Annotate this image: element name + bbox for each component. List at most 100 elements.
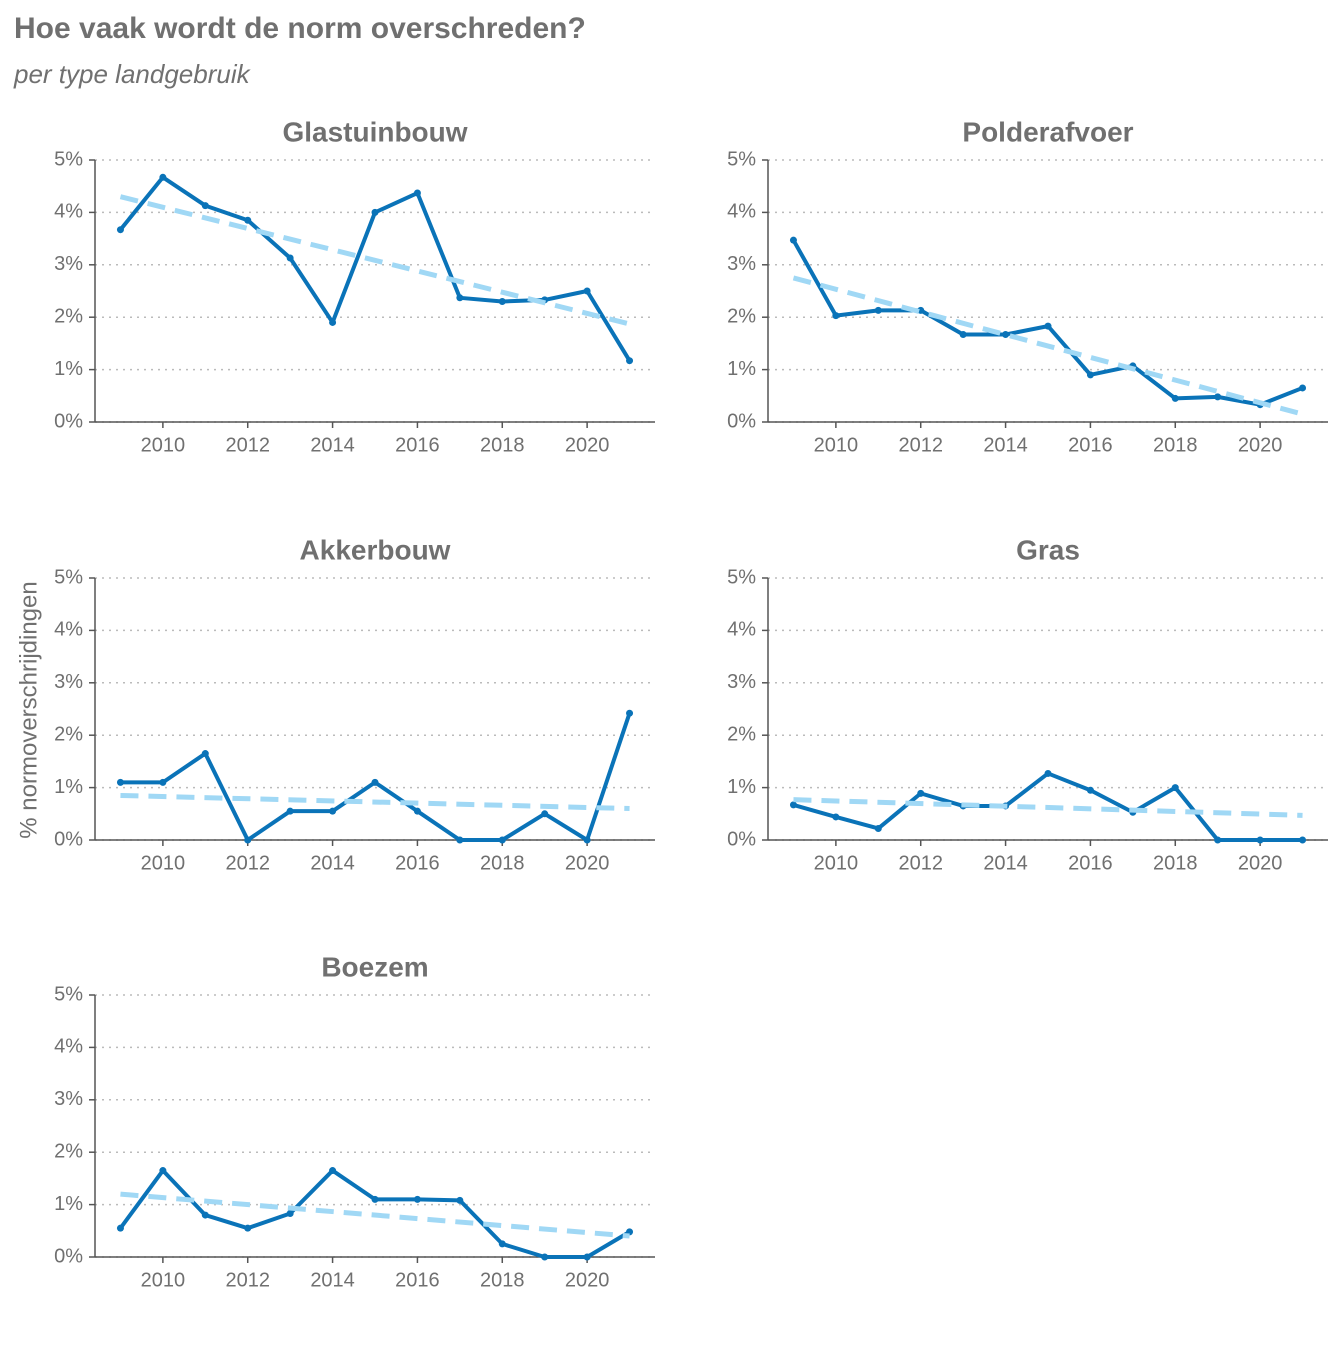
data-point — [244, 1224, 252, 1232]
data-point — [789, 236, 797, 244]
data-point — [159, 173, 167, 181]
data-point — [116, 778, 124, 786]
trend-line — [792, 275, 1304, 417]
x-tick-label: 2020 — [565, 1269, 610, 1291]
data-point — [498, 836, 506, 844]
data-point — [1086, 786, 1094, 794]
data-point — [286, 1210, 294, 1218]
data-point — [1256, 836, 1264, 844]
data-point — [159, 778, 167, 786]
data-point — [1044, 322, 1052, 330]
y-tick-label: 0% — [727, 410, 756, 432]
data-point — [201, 202, 209, 210]
y-tick-label: 2% — [54, 305, 83, 327]
data-point — [874, 306, 882, 314]
y-tick-label: 0% — [54, 828, 83, 850]
data-point — [456, 294, 464, 302]
trend-line — [120, 792, 630, 812]
x-tick-label: 2010 — [141, 852, 186, 874]
y-tick-label: 0% — [727, 828, 756, 850]
panel-title: Akkerbouw — [300, 534, 451, 565]
data-line — [120, 712, 632, 842]
x-tick-label: 2020 — [1238, 434, 1283, 456]
data-point — [286, 807, 294, 815]
page-subtitle: per type landgebruik — [13, 59, 252, 89]
y-tick-label: 5% — [54, 566, 83, 588]
y-tick-label: 1% — [727, 776, 756, 798]
data-point — [541, 810, 549, 818]
x-tick-label: 2014 — [310, 852, 355, 874]
data-point — [874, 824, 882, 832]
x-tick-label: 2018 — [1153, 434, 1198, 456]
data-point — [329, 318, 337, 326]
x-tick-label: 2014 — [983, 852, 1028, 874]
data-point — [116, 1224, 124, 1232]
trend-line — [793, 797, 1303, 818]
x-tick-label: 2014 — [983, 434, 1028, 456]
x-tick-label: 2020 — [1238, 852, 1283, 874]
data-point — [456, 836, 464, 844]
x-tick-label: 2018 — [480, 434, 525, 456]
data-point — [1171, 394, 1179, 402]
y-tick-label: 1% — [727, 358, 756, 380]
data-point — [583, 1253, 591, 1261]
data-point — [1044, 769, 1052, 777]
y-tick-label: 4% — [54, 1036, 83, 1058]
x-tick-label: 2016 — [395, 434, 440, 456]
data-point — [1299, 836, 1307, 844]
trend-line — [119, 194, 631, 327]
data-point — [541, 1253, 549, 1261]
y-tick-label: 5% — [727, 148, 756, 170]
x-tick-label: 2010 — [814, 434, 859, 456]
x-tick-label: 2016 — [1068, 852, 1113, 874]
x-tick-label: 2018 — [480, 852, 525, 874]
y-tick-label: 2% — [727, 723, 756, 745]
data-point — [413, 807, 421, 815]
data-point — [244, 216, 252, 224]
y-tick-label: 3% — [54, 253, 83, 275]
y-tick-label: 4% — [727, 201, 756, 223]
y-tick-label: 2% — [54, 723, 83, 745]
x-tick-label: 2020 — [565, 852, 610, 874]
data-point — [371, 1195, 379, 1203]
y-tick-label: 0% — [54, 410, 83, 432]
data-point — [116, 226, 124, 234]
data-point — [917, 306, 925, 314]
data-point — [1086, 371, 1094, 379]
y-tick-label: 5% — [54, 148, 83, 170]
data-point — [201, 750, 209, 758]
y-tick-label: 4% — [727, 619, 756, 641]
x-tick-label: 2020 — [565, 434, 610, 456]
data-point — [583, 287, 591, 295]
x-tick-label: 2016 — [395, 852, 440, 874]
data-point — [329, 1167, 337, 1175]
y-tick-label: 3% — [54, 671, 83, 693]
data-point — [286, 254, 294, 262]
y-tick-label: 0% — [54, 1245, 83, 1267]
data-point — [1171, 784, 1179, 792]
data-point — [626, 357, 634, 365]
data-point — [832, 813, 840, 821]
x-tick-label: 2012 — [225, 1269, 270, 1291]
x-tick-label: 2018 — [480, 1269, 525, 1291]
data-point — [413, 1195, 421, 1203]
y-tick-label: 3% — [54, 1088, 83, 1110]
y-tick-label: 5% — [727, 566, 756, 588]
data-point — [832, 312, 840, 320]
x-tick-label: 2012 — [898, 852, 943, 874]
x-tick-label: 2014 — [310, 1269, 355, 1291]
panel-title: Polderafvoer — [962, 116, 1133, 147]
x-tick-label: 2016 — [1068, 434, 1113, 456]
data-point — [1002, 330, 1010, 338]
page-title: Hoe vaak wordt de norm overschreden? — [14, 12, 586, 45]
y-tick-label: 5% — [54, 983, 83, 1005]
x-tick-label: 2016 — [395, 1269, 440, 1291]
x-tick-label: 2010 — [141, 1269, 186, 1291]
x-tick-label: 2018 — [1153, 852, 1198, 874]
data-point — [371, 208, 379, 216]
trend-line — [120, 1191, 630, 1239]
data-point — [201, 1211, 209, 1219]
x-tick-label: 2012 — [898, 434, 943, 456]
y-tick-label: 2% — [54, 1140, 83, 1162]
data-point — [917, 789, 925, 797]
